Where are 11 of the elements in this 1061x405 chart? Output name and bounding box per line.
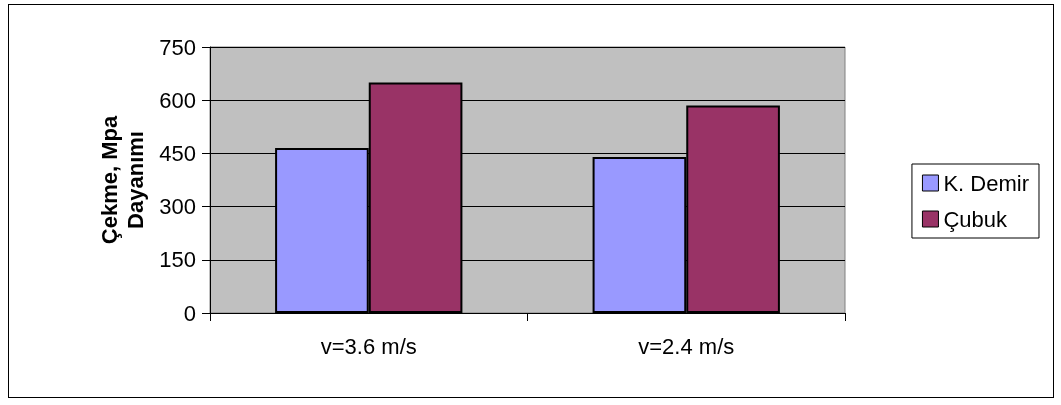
- legend-label: K. Demir: [943, 170, 1029, 196]
- y-tick-label: 450: [159, 140, 196, 166]
- y-axis-title: Çekme, Mpa Dayanımı: [96, 115, 148, 245]
- y-tick-label: 300: [159, 194, 196, 220]
- y-tick-label: 150: [159, 247, 196, 273]
- x-tick-label: v=2.4 m/s: [638, 333, 735, 359]
- legend-label: Çubuk: [943, 206, 1009, 232]
- y-tick-label: 0: [183, 300, 196, 326]
- y-tick-label: 750: [159, 34, 196, 60]
- x-tick-label: v=3.6 m/s: [320, 333, 417, 359]
- y-tick-label: 600: [159, 87, 196, 113]
